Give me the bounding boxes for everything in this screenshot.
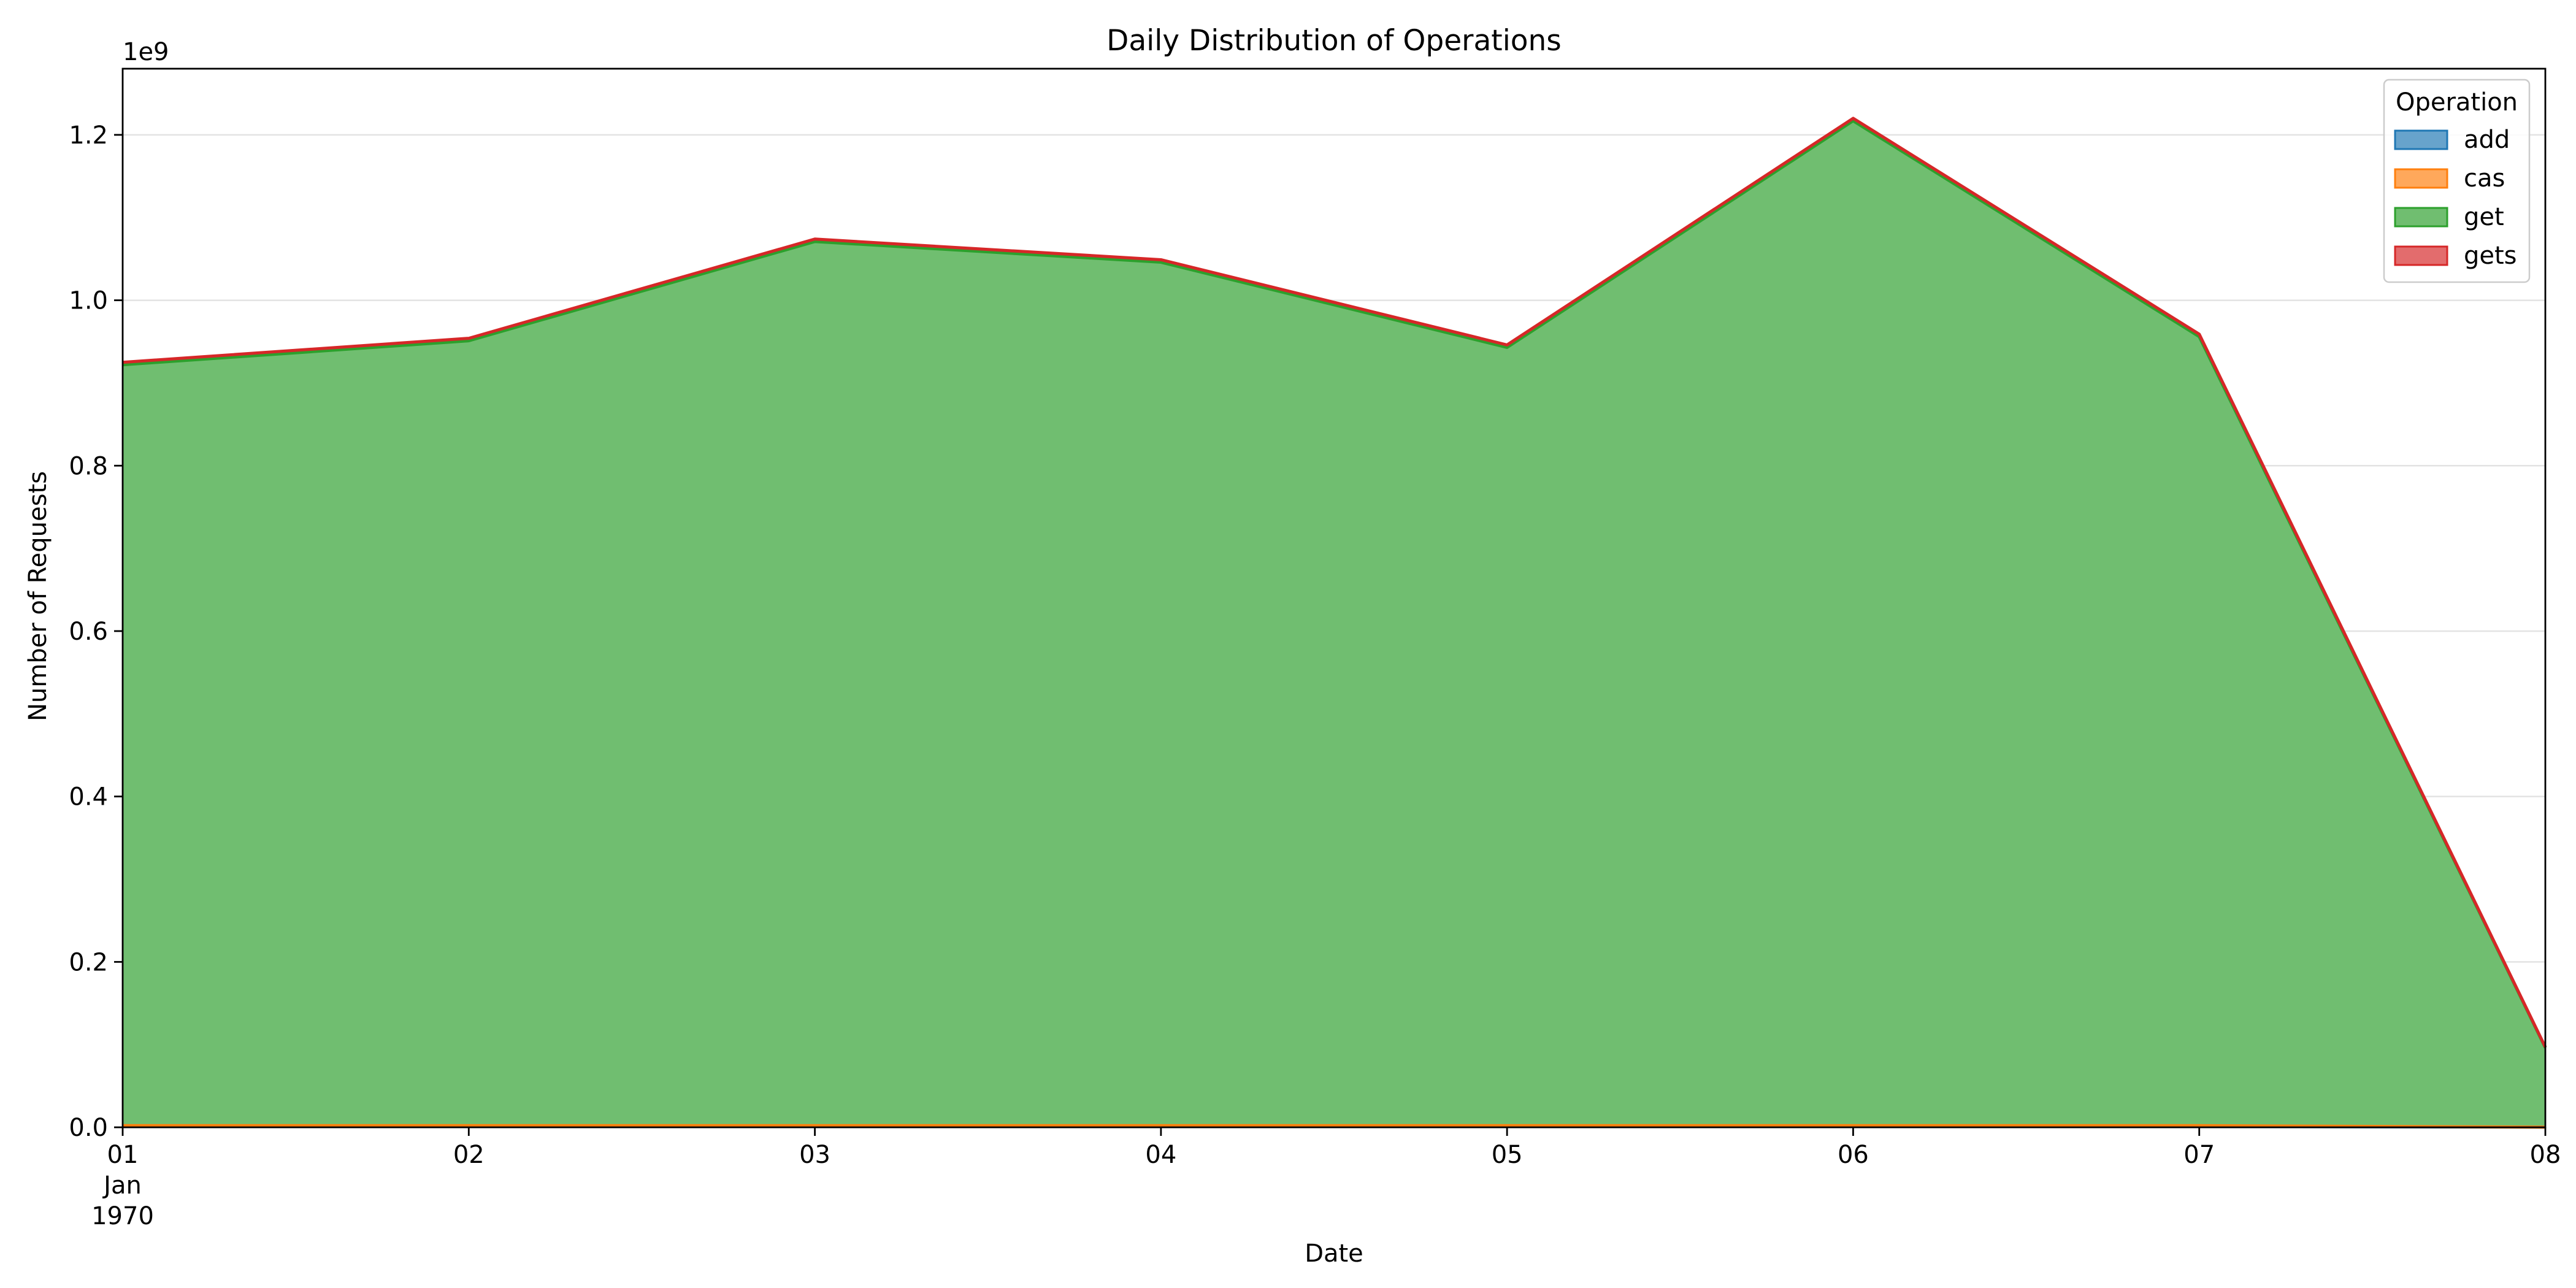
x-tick-label: 06: [1838, 1141, 1869, 1169]
x-tick-label: 03: [799, 1141, 830, 1169]
y-tick-label: 0.6: [69, 618, 108, 646]
line-get: [122, 119, 2547, 1049]
x-tick-sublabel: 1970: [91, 1202, 154, 1230]
x-tick-label: 04: [1145, 1141, 1176, 1169]
legend-swatch-cas: [2394, 168, 2448, 189]
legend: Operation add cas get gets: [2383, 79, 2531, 283]
y-tick-label: 0.0: [69, 1114, 108, 1142]
plot-frame: [121, 67, 2547, 1129]
legend-label-add: add: [2464, 126, 2510, 154]
y-tick-label: 1.2: [69, 121, 108, 150]
chart-title: Daily Distribution of Operations: [1106, 24, 1562, 58]
area-get: [123, 120, 2545, 1127]
x-tick-label: 07: [2183, 1141, 2215, 1169]
y-tick-label: 1.0: [69, 287, 108, 315]
y-tick-label: 0.2: [69, 948, 108, 976]
y-tick-label: 0.4: [69, 783, 108, 811]
legend-label-gets: gets: [2464, 242, 2517, 270]
line-cas: [123, 1124, 2546, 1129]
legend-swatch-gets: [2394, 245, 2448, 266]
y-axis-scale-multiplier: 1e9: [123, 38, 169, 66]
line-gets: [122, 117, 2547, 1048]
x-axis-label: Date: [1305, 1240, 1363, 1268]
x-tick-label: 02: [453, 1141, 485, 1169]
x-tick-sublabel: Jan: [102, 1171, 142, 1200]
y-tick-label: 0.8: [69, 452, 108, 480]
x-tick-label: 01: [107, 1141, 139, 1169]
legend-swatch-add: [2394, 129, 2448, 150]
legend-title: Operation: [2396, 88, 2518, 117]
legend-label-get: get: [2464, 203, 2504, 231]
x-tick-label: 08: [2530, 1141, 2561, 1169]
legend-label-cas: cas: [2464, 164, 2505, 193]
y-axis-label: Number of Requests: [24, 471, 52, 721]
legend-swatch-get: [2394, 207, 2448, 228]
axes: 0.0 0.2 0.4 0.6 0.8 1.0 1.2 01 02 03 04 05 06 07 08 Jan…: [69, 121, 2561, 1230]
x-tick-label: 05: [1492, 1141, 1523, 1169]
